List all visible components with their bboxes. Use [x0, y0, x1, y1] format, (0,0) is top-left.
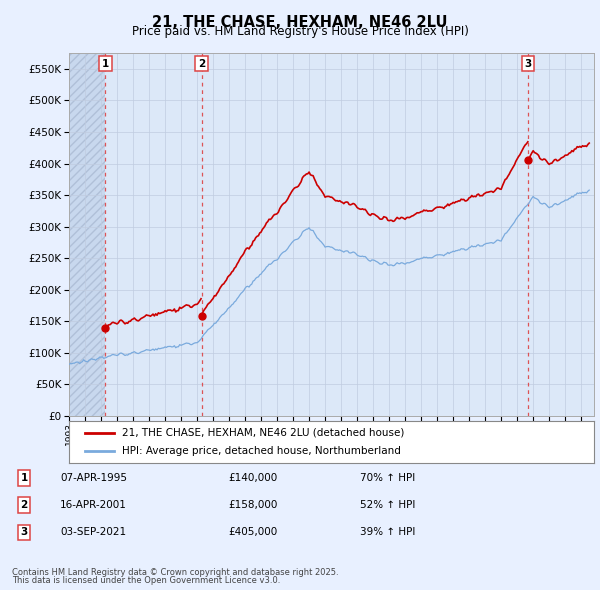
Text: 3: 3	[20, 527, 28, 537]
Text: This data is licensed under the Open Government Licence v3.0.: This data is licensed under the Open Gov…	[12, 576, 280, 585]
Text: 21, THE CHASE, HEXHAM, NE46 2LU (detached house): 21, THE CHASE, HEXHAM, NE46 2LU (detache…	[121, 428, 404, 438]
Text: 03-SEP-2021: 03-SEP-2021	[60, 527, 126, 537]
Text: 1: 1	[20, 473, 28, 483]
Text: HPI: Average price, detached house, Northumberland: HPI: Average price, detached house, Nort…	[121, 446, 400, 456]
Bar	[69, 53, 106, 416]
Text: 21, THE CHASE, HEXHAM, NE46 2LU: 21, THE CHASE, HEXHAM, NE46 2LU	[152, 15, 448, 30]
Text: Contains HM Land Registry data © Crown copyright and database right 2025.: Contains HM Land Registry data © Crown c…	[12, 568, 338, 577]
Text: 2: 2	[20, 500, 28, 510]
Text: Price paid vs. HM Land Registry's House Price Index (HPI): Price paid vs. HM Land Registry's House …	[131, 25, 469, 38]
Text: £405,000: £405,000	[228, 527, 277, 537]
Text: 1: 1	[102, 58, 109, 68]
Text: 16-APR-2001: 16-APR-2001	[60, 500, 127, 510]
Text: 52% ↑ HPI: 52% ↑ HPI	[360, 500, 415, 510]
Text: 2: 2	[198, 58, 205, 68]
Text: £140,000: £140,000	[228, 473, 277, 483]
Text: 07-APR-1995: 07-APR-1995	[60, 473, 127, 483]
Text: 39% ↑ HPI: 39% ↑ HPI	[360, 527, 415, 537]
Text: 70% ↑ HPI: 70% ↑ HPI	[360, 473, 415, 483]
Text: £158,000: £158,000	[228, 500, 277, 510]
Text: 3: 3	[524, 58, 532, 68]
